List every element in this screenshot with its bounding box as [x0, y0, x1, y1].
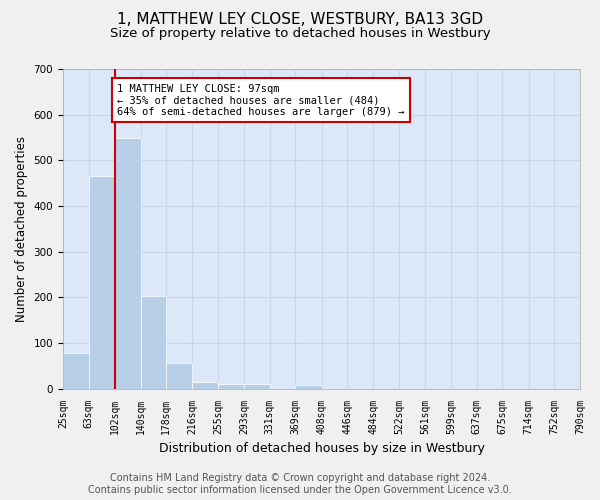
Text: 1 MATTHEW LEY CLOSE: 97sqm
← 35% of detached houses are smaller (484)
64% of sem: 1 MATTHEW LEY CLOSE: 97sqm ← 35% of deta… — [117, 84, 404, 117]
Y-axis label: Number of detached properties: Number of detached properties — [15, 136, 28, 322]
Text: Size of property relative to detached houses in Westbury: Size of property relative to detached ho… — [110, 28, 490, 40]
Bar — [89, 176, 115, 388]
Bar — [192, 382, 218, 388]
Bar — [63, 353, 89, 388]
Bar — [218, 384, 244, 388]
X-axis label: Distribution of detached houses by size in Westbury: Distribution of detached houses by size … — [158, 442, 484, 455]
Text: 1, MATTHEW LEY CLOSE, WESTBURY, BA13 3GD: 1, MATTHEW LEY CLOSE, WESTBURY, BA13 3GD — [117, 12, 483, 28]
Text: Contains HM Land Registry data © Crown copyright and database right 2024.
Contai: Contains HM Land Registry data © Crown c… — [88, 474, 512, 495]
Bar — [140, 296, 166, 388]
Bar — [244, 384, 270, 388]
Bar — [115, 138, 140, 388]
Bar — [166, 362, 192, 388]
Bar — [295, 385, 322, 388]
